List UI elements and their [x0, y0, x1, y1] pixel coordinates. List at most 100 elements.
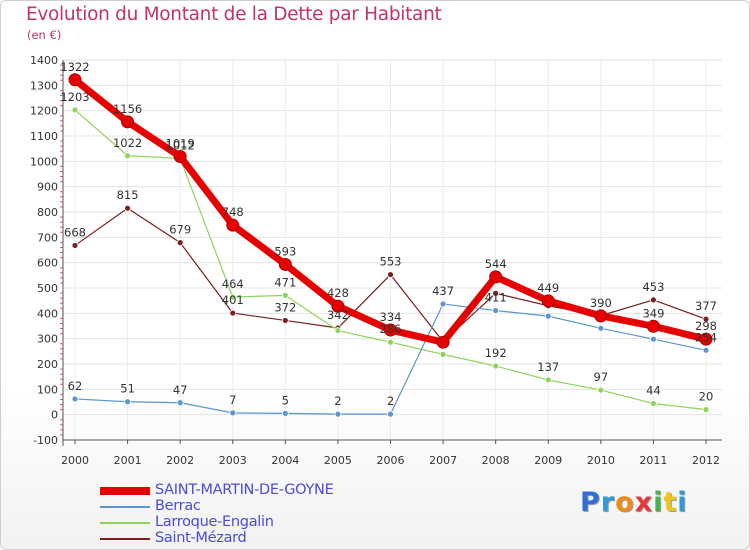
logo-letter: o [615, 487, 635, 518]
data-label: 192 [485, 346, 507, 360]
data-label: 449 [537, 281, 559, 295]
data-point [439, 300, 447, 308]
data-point [702, 315, 710, 323]
data-label: 1019 [166, 137, 195, 151]
data-point [544, 312, 552, 320]
legend-label: SAINT-MARTIN-DE-GOYNE [155, 482, 334, 498]
data-label: 254 [695, 330, 717, 344]
data-label: 679 [169, 223, 191, 237]
data-point [492, 289, 500, 297]
data-label: 390 [590, 296, 612, 310]
data-point [121, 115, 135, 129]
data-point [281, 409, 289, 417]
logo-letter: i [677, 487, 688, 518]
data-label: 437 [432, 284, 454, 298]
logo-letter: P [580, 487, 601, 518]
data-point [702, 406, 710, 414]
x-tick-label: 2008 [482, 454, 510, 467]
data-point [489, 270, 503, 284]
data-point [176, 399, 184, 407]
logo-letter: r [600, 487, 616, 518]
data-label: 668 [64, 225, 86, 239]
data-label: 298 [695, 319, 717, 333]
x-tick-label: 2010 [587, 454, 615, 467]
data-label: 2 [387, 394, 394, 408]
y-tick-label: 700 [37, 231, 58, 244]
data-point [492, 362, 500, 370]
data-point [544, 376, 552, 384]
data-point [436, 335, 450, 349]
data-label: 815 [117, 188, 139, 202]
data-label: 593 [274, 244, 296, 258]
data-point [387, 410, 394, 418]
data-point [124, 152, 131, 160]
x-tick-label: 2001 [114, 454, 142, 467]
data-label: 1022 [113, 136, 142, 150]
data-label: 2 [334, 394, 341, 408]
proxiti-logo: Proxiti [580, 487, 688, 518]
y-tick-label: 300 [37, 333, 58, 346]
y-tick-label: 500 [37, 282, 58, 295]
x-tick-label: 2000 [61, 454, 89, 467]
data-point [173, 150, 187, 164]
data-label: 377 [695, 299, 717, 313]
x-tick-label: 2005 [324, 454, 352, 467]
data-point [281, 291, 289, 299]
y-tick-label: 1400 [30, 54, 58, 67]
chart-subtitle: (en €) [27, 28, 62, 42]
data-label: 44 [646, 384, 661, 398]
data-label: 349 [642, 306, 664, 320]
data-label: 1156 [113, 102, 142, 116]
data-point [334, 327, 342, 334]
data-point [71, 106, 79, 114]
chart-title: Evolution du Montant de la Dette par Hab… [26, 4, 442, 25]
data-point [71, 242, 79, 249]
data-label: 5 [282, 393, 289, 407]
data-point [278, 257, 292, 271]
data-point [229, 309, 237, 317]
y-tick-label: 1300 [30, 79, 58, 92]
data-label: 62 [68, 379, 83, 393]
data-label: 47 [173, 383, 188, 397]
data-point [650, 296, 657, 304]
data-label: 1012 [166, 138, 195, 152]
y-tick-label: -100 [33, 434, 58, 447]
legend-label: Berrac [155, 498, 201, 514]
legend-swatch [100, 522, 150, 524]
data-point [387, 271, 394, 278]
data-label: 544 [485, 257, 507, 271]
data-label: 137 [537, 360, 559, 374]
legend-label: Saint-Mézard [155, 530, 247, 546]
data-label: 372 [274, 300, 296, 314]
legend-item: Saint-Mézard [100, 530, 400, 547]
data-label: 471 [274, 275, 296, 289]
data-label: 553 [380, 255, 402, 269]
x-tick-label: 2009 [534, 454, 562, 467]
data-label: 411 [485, 291, 507, 305]
data-point [229, 293, 237, 301]
y-tick-label: 800 [37, 206, 58, 219]
data-label: 342 [327, 308, 349, 322]
y-tick-label: 900 [37, 181, 58, 194]
data-label: 401 [222, 293, 244, 307]
data-label: 464 [222, 277, 244, 291]
data-point [68, 73, 82, 87]
data-label: 1322 [60, 60, 89, 74]
data-point [331, 299, 345, 313]
legend-item: Berrac [100, 498, 400, 515]
x-tick-label: 2002 [166, 454, 194, 467]
data-point [597, 324, 605, 332]
y-tick-label: 200 [37, 358, 58, 371]
data-label: 20 [699, 390, 714, 404]
y-tick-label: 400 [37, 307, 58, 320]
y-tick-label: 0 [51, 409, 58, 422]
data-point [541, 294, 555, 308]
data-point [281, 317, 289, 324]
legend-swatch [100, 487, 150, 495]
data-label: 453 [642, 280, 664, 294]
data-label: 334 [380, 310, 402, 324]
data-label: 428 [327, 286, 349, 300]
line-chart: -100 0 100 200 300 400 500 600 700 800 900 1000 1100… [30, 54, 722, 467]
x-tick-label: 2012 [692, 454, 720, 467]
